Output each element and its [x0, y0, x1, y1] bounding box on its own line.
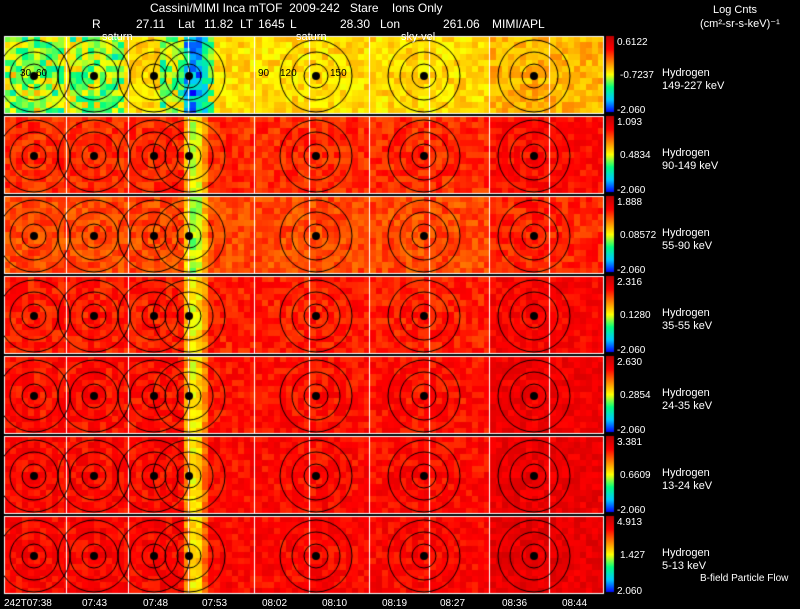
time-tick: 07:43	[82, 598, 108, 609]
units-line-1: Log Cnts	[713, 4, 758, 16]
series-energy: 13-24 keV	[662, 480, 713, 492]
time-tick: 08:02	[262, 598, 288, 609]
cbar-min: -2.060	[617, 185, 646, 196]
cbar-max: 3.381	[617, 437, 643, 448]
cbar-min: -2.060	[617, 425, 646, 436]
time-tick: 242T07:38	[4, 598, 52, 609]
series-name: Hydrogen	[662, 547, 710, 559]
lat-value: 11.82	[204, 17, 234, 31]
cbar-mid: 1.427	[620, 550, 646, 561]
chart-title: Cassini/MIMI Inca mTOF 2009-242 Stare Io…	[150, 1, 443, 15]
series-energy: 90-149 keV	[662, 160, 719, 172]
lon-label: Lon	[380, 17, 401, 31]
lt-value: 1645	[258, 17, 285, 31]
time-tick: 07:48	[143, 598, 169, 609]
cbar-min: -2.060	[617, 265, 646, 276]
contour-label: 90	[258, 68, 270, 79]
series-name: Hydrogen	[662, 387, 710, 399]
lon-value: 261.06	[443, 17, 480, 31]
cbar-mid: 0.08572	[620, 230, 657, 241]
cbar-mid: -0.7237	[620, 70, 654, 81]
l-label: L	[290, 17, 297, 31]
time-tick: 08:36	[502, 598, 528, 609]
time-tick: 07:53	[202, 598, 228, 609]
cbar-mid: 0.4834	[620, 150, 651, 161]
cbar-min: 2.060	[617, 586, 643, 597]
contour-label: 120	[280, 68, 297, 79]
cbar-max: 2.630	[617, 357, 643, 368]
cbar-min: -2.060	[617, 505, 646, 516]
series-energy: 149-227 keV	[662, 80, 725, 92]
series-name: Hydrogen	[662, 307, 710, 319]
r-label: R	[92, 17, 101, 31]
credit-label: MIMI/APL	[492, 17, 545, 31]
frame-marker-sky-vel: sky-vel	[401, 31, 436, 43]
series-name: Hydrogen	[662, 227, 710, 239]
series-name: Hydrogen	[662, 67, 710, 79]
cbar-mid: 0.2854	[620, 390, 651, 401]
series-energy: 5-13 keV	[662, 560, 707, 572]
time-tick: 08:10	[322, 598, 348, 609]
series-name: Hydrogen	[662, 467, 710, 479]
series-name: Hydrogen	[662, 147, 710, 159]
time-tick: 08:27	[440, 598, 466, 609]
series-energy: 55-90 keV	[662, 240, 713, 252]
series-energy: 35-55 keV	[662, 320, 713, 332]
cbar-mid: 0.1280	[620, 310, 651, 321]
r-value: 27.11	[136, 17, 166, 31]
lt-label: LT	[240, 17, 254, 31]
lat-label: Lat	[178, 17, 195, 31]
units-line-2: (cm²-sr-s-keV)⁻¹	[700, 18, 780, 30]
frame-marker-saturn-2: saturn	[296, 31, 327, 43]
contour-label: 150	[330, 68, 347, 79]
cbar-max: 1.093	[617, 117, 643, 128]
contour-label: 30	[20, 68, 32, 79]
time-tick: 08:44	[562, 598, 588, 609]
time-tick: 08:19	[382, 598, 408, 609]
cbar-max: 1.888	[617, 197, 643, 208]
cbar-min: -2.060	[617, 345, 646, 356]
cbar-mid: 0.6609	[620, 470, 651, 481]
l-value: 28.30	[340, 17, 371, 31]
cbar-max: 2.316	[617, 277, 643, 288]
cbar-min: -2.060	[617, 105, 646, 116]
cbar-max: 4.913	[617, 517, 643, 528]
cbar-max: 0.6122	[617, 37, 648, 48]
footer-note: B-field Particle Flow	[700, 573, 789, 584]
series-energy: 24-35 keV	[662, 400, 713, 412]
frame-marker-saturn-1: saturn	[102, 31, 133, 43]
contour-label: 60	[36, 68, 48, 79]
